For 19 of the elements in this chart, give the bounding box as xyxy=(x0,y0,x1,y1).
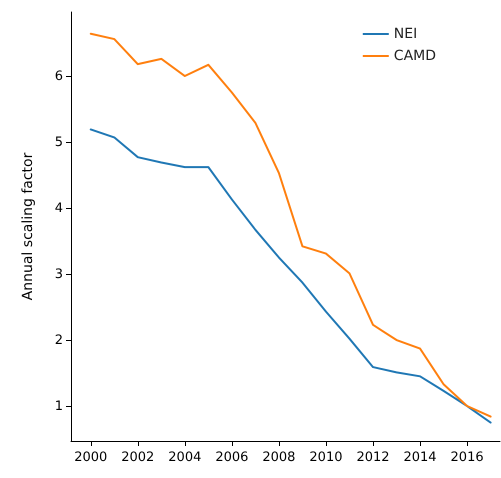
x-tick-label: 2014 xyxy=(403,450,437,465)
line-series xyxy=(90,128,492,424)
x-tick-label: 2002 xyxy=(121,450,154,465)
x-tick-label: 2006 xyxy=(215,450,248,465)
y-tick-label: 4 xyxy=(54,201,63,216)
x-tick-label: 2010 xyxy=(309,450,342,465)
y-tick-label: 2 xyxy=(54,333,63,348)
x-tick-label: 2000 xyxy=(74,450,108,465)
legend-label: CAMD xyxy=(394,48,436,64)
y-tick-label: 5 xyxy=(54,135,63,150)
legend-label: NEI xyxy=(394,26,418,42)
y-tick-label: 3 xyxy=(54,267,63,282)
y-tick-label: 1 xyxy=(54,399,63,414)
x-tick-label: 2016 xyxy=(450,450,484,465)
y-axis-title: Annual scaling factor xyxy=(20,152,36,300)
x-tick-label: 2008 xyxy=(262,450,296,465)
x-tick-label: 2012 xyxy=(356,450,390,465)
y-tick-label: 6 xyxy=(54,69,63,84)
x-tick-label: 2004 xyxy=(168,450,202,465)
